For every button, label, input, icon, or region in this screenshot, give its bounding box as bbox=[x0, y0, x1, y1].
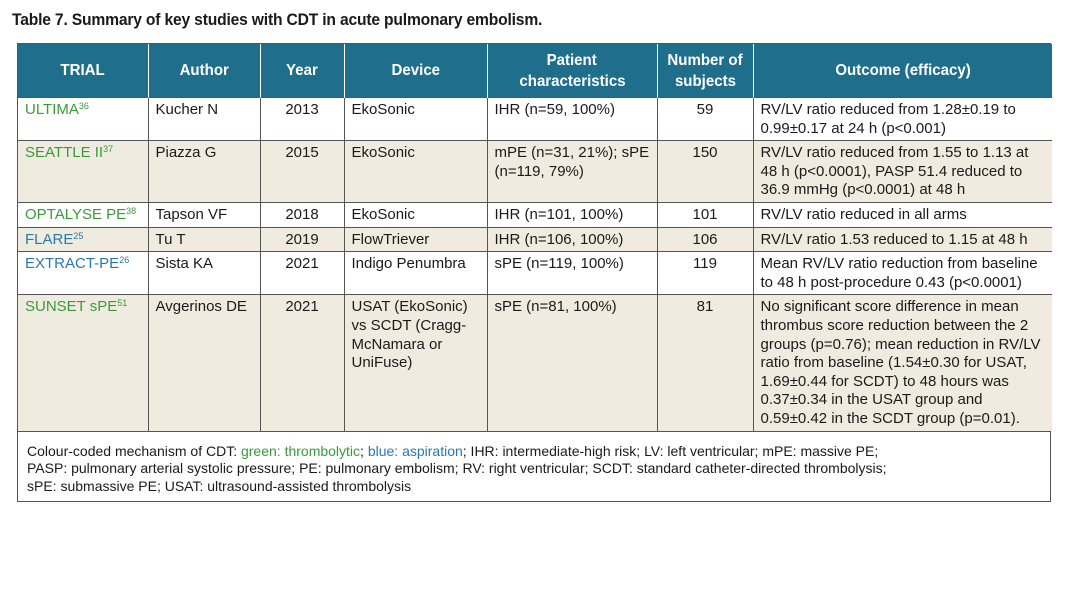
header-author: Author bbox=[148, 44, 261, 98]
outcome-cell: No significant score difference in mean … bbox=[753, 294, 1052, 431]
patients-cell: sPE (n=119, 100%) bbox=[487, 251, 658, 295]
author-cell: Kucher N bbox=[148, 96, 261, 141]
header-patient-characteristics: Patient characteristics bbox=[487, 44, 658, 98]
patients-cell: IHR (n=59, 100%) bbox=[487, 96, 658, 141]
year-cell: 2021 bbox=[260, 251, 345, 295]
subjects-cell: 81 bbox=[657, 294, 754, 431]
header-device: Device bbox=[344, 44, 488, 98]
year-cell: 2021 bbox=[260, 294, 345, 431]
device-cell: EkoSonic bbox=[344, 140, 488, 203]
footnote-line2: PASP: pulmonary arterial systolic pressu… bbox=[27, 460, 887, 476]
table-row: FLARE25 Tu T 2019 FlowTriever IHR (n=106… bbox=[18, 226, 1052, 252]
header-year: Year bbox=[260, 44, 345, 98]
table-row: OPTALYSE PE38 Tapson VF 2018 EkoSonic IH… bbox=[18, 201, 1052, 228]
footnote-green-label: green: thrombolytic bbox=[240, 442, 361, 459]
studies-table: TRIAL Author Year Device Patient charact… bbox=[18, 44, 1052, 431]
table-footnote: Colour-coded mechanism of CDT: green: th… bbox=[18, 430, 1050, 501]
table-row: EXTRACT-PE26 Sista KA 2021 Indigo Penumb… bbox=[18, 251, 1052, 295]
outcome-cell: RV/LV ratio reduced in all arms bbox=[753, 201, 1052, 228]
device-cell: Indigo Penumbra bbox=[344, 251, 488, 295]
table-row: SEATTLE II37 Piazza G 2015 EkoSonic mPE … bbox=[18, 140, 1052, 203]
footnote-blue-label: blue: aspiration bbox=[367, 442, 463, 459]
trial-cell: ULTIMA36 bbox=[18, 96, 149, 141]
outcome-cell: RV/LV ratio 1.53 reduced to 1.15 at 48 h bbox=[753, 226, 1052, 252]
year-cell: 2015 bbox=[260, 140, 345, 203]
outcome-cell: Mean RV/LV ratio reduction from baseline… bbox=[753, 251, 1052, 295]
trial-cell: OPTALYSE PE38 bbox=[18, 201, 149, 228]
footnote-line3: sPE: submassive PE; USAT: ultrasound-ass… bbox=[27, 477, 412, 494]
year-cell: 2013 bbox=[260, 96, 345, 141]
outcome-cell: RV/LV ratio reduced from 1.28±0.19 to 0.… bbox=[753, 96, 1052, 141]
subjects-cell: 106 bbox=[657, 226, 754, 252]
author-cell: Tu T bbox=[148, 226, 261, 252]
table-title: Table 7. Summary of key studies with CDT… bbox=[12, 10, 543, 29]
device-cell: FlowTriever bbox=[344, 226, 488, 252]
table-row: SUNSET sPE51 Avgerinos DE 2021 USAT (Eko… bbox=[18, 294, 1052, 431]
header-trial: TRIAL bbox=[18, 44, 149, 98]
footnote-prefix: Colour-coded mechanism of CDT: bbox=[27, 442, 241, 459]
subjects-cell: 150 bbox=[657, 140, 754, 203]
author-cell: Avgerinos DE bbox=[148, 294, 261, 431]
footnote-rest-line1: ; IHR: intermediate-high risk; LV: left … bbox=[462, 442, 879, 459]
subjects-cell: 59 bbox=[657, 96, 754, 141]
author-cell: Piazza G bbox=[148, 140, 261, 203]
device-cell: EkoSonic bbox=[344, 96, 488, 141]
device-cell: EkoSonic bbox=[344, 201, 488, 228]
studies-table-container: TRIAL Author Year Device Patient charact… bbox=[17, 43, 1052, 502]
patients-cell: mPE (n=31, 21%); sPE (n=119, 79%) bbox=[487, 140, 658, 203]
header-outcome: Outcome (efficacy) bbox=[753, 44, 1052, 98]
patients-cell: IHR (n=106, 100%) bbox=[487, 226, 658, 252]
year-cell: 2018 bbox=[260, 201, 345, 228]
trial-cell: SEATTLE II37 bbox=[18, 140, 149, 203]
subjects-cell: 119 bbox=[657, 251, 754, 295]
footnote-sep: ; bbox=[360, 442, 368, 459]
outcome-cell: RV/LV ratio reduced from 1.55 to 1.13 at… bbox=[753, 140, 1052, 203]
patients-cell: IHR (n=101, 100%) bbox=[487, 201, 658, 228]
author-cell: Tapson VF bbox=[148, 201, 261, 228]
year-cell: 2019 bbox=[260, 226, 345, 252]
device-cell: USAT (EkoSonic) vs SCDT (Cragg-McNamara … bbox=[344, 294, 488, 431]
patients-cell: sPE (n=81, 100%) bbox=[487, 294, 658, 431]
table-row: ULTIMA36 Kucher N 2013 EkoSonic IHR (n=5… bbox=[18, 96, 1052, 141]
author-cell: Sista KA bbox=[148, 251, 261, 295]
trial-cell: EXTRACT-PE26 bbox=[18, 251, 149, 295]
trial-cell: SUNSET sPE51 bbox=[18, 294, 149, 431]
subjects-cell: 101 bbox=[657, 201, 754, 228]
trial-cell: FLARE25 bbox=[18, 226, 149, 252]
header-number-of-subjects: Number of subjects bbox=[657, 44, 754, 98]
header-row: TRIAL Author Year Device Patient charact… bbox=[18, 44, 1052, 98]
table-body: ULTIMA36 Kucher N 2013 EkoSonic IHR (n=5… bbox=[18, 96, 1052, 431]
